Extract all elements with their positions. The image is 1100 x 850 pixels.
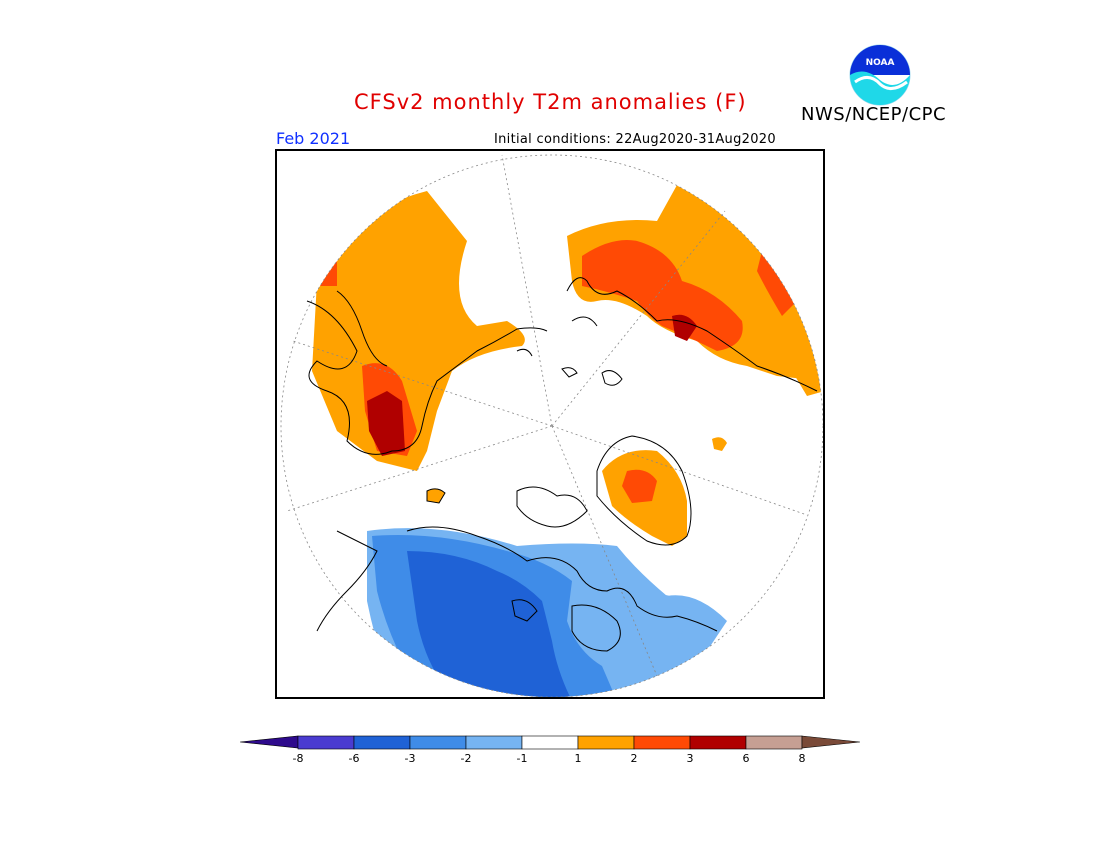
siberia-east-hot-area xyxy=(757,251,797,316)
greenland-hot-area xyxy=(622,469,657,503)
baffin-island-coastline xyxy=(511,599,538,622)
graticule xyxy=(280,154,823,697)
colorbar-segment-5 xyxy=(521,735,579,750)
noaa-logo: NOAA xyxy=(849,44,911,106)
siberia-very-hot-area xyxy=(672,314,697,341)
colorbar-label: -6 xyxy=(348,752,360,765)
iceland-coastline xyxy=(426,488,446,504)
agency-label: NWS/NCEP/CPC xyxy=(801,104,947,125)
chart-title: CFSv2 monthly T2m anomalies (F) xyxy=(354,90,747,114)
europe-warm-area xyxy=(312,191,525,471)
svalbard-coastline xyxy=(601,370,623,386)
greenland-coastline xyxy=(596,435,692,546)
polar-map xyxy=(280,154,823,697)
coastlines xyxy=(306,277,818,652)
noaa-logo-text: NOAA xyxy=(866,58,895,68)
europe-coastline xyxy=(306,300,548,455)
east-canada-cold-area xyxy=(622,591,697,666)
map-panel xyxy=(275,149,825,699)
europe-north-hot-area xyxy=(317,249,337,286)
novaya-zemlya-coastline xyxy=(571,316,598,327)
colorbar-label: 6 xyxy=(742,752,750,765)
north-america-coastline xyxy=(406,526,718,632)
colorbar-max-arrow xyxy=(801,735,861,749)
colorbar-segment-8 xyxy=(689,735,747,750)
east-siberia-warm-area xyxy=(792,341,823,396)
valid-month-label: Feb 2021 xyxy=(276,129,351,148)
colorbar-label: 1 xyxy=(574,752,582,765)
iceland-warm-spot xyxy=(427,488,445,503)
colorbar-label: 2 xyxy=(630,752,638,765)
colorbar-segment-4 xyxy=(465,735,523,750)
colorbar-segment-7 xyxy=(633,735,691,750)
arctic-island-warm-spot xyxy=(712,437,727,451)
arctic-island-coastline xyxy=(516,348,533,357)
anomaly-shading xyxy=(312,176,823,697)
franz-josef-coastline xyxy=(561,367,578,378)
alaska-coastline xyxy=(316,530,378,632)
canadian-archipelago-coastline xyxy=(516,486,588,528)
colorbar-segment-1 xyxy=(297,735,355,750)
colorbar-label: 3 xyxy=(686,752,694,765)
colorbar-label: -1 xyxy=(516,752,528,765)
hudson-bay-coastline xyxy=(571,604,621,652)
colorbar-label: -3 xyxy=(404,752,416,765)
color-scale-bar xyxy=(240,735,861,750)
siberia-hot-area xyxy=(582,240,743,351)
scandinavia-coastline xyxy=(336,290,388,367)
colorbar-segment-9 xyxy=(745,735,803,750)
colorbar-segment-2 xyxy=(353,735,411,750)
europe-very-hot-area xyxy=(367,391,405,456)
colorbar-min-arrow xyxy=(240,735,299,749)
colorbar-label: 8 xyxy=(798,752,806,765)
colorbar-label: -8 xyxy=(292,752,304,765)
siberia-coastline xyxy=(566,277,818,392)
initial-conditions-label: Initial conditions: 22Aug2020-31Aug2020 xyxy=(494,132,776,147)
north-america-coldest-area xyxy=(407,551,572,697)
colorbar-label: -2 xyxy=(460,752,472,765)
colorbar-segment-3 xyxy=(409,735,467,750)
colorbar-segment-6 xyxy=(577,735,635,750)
